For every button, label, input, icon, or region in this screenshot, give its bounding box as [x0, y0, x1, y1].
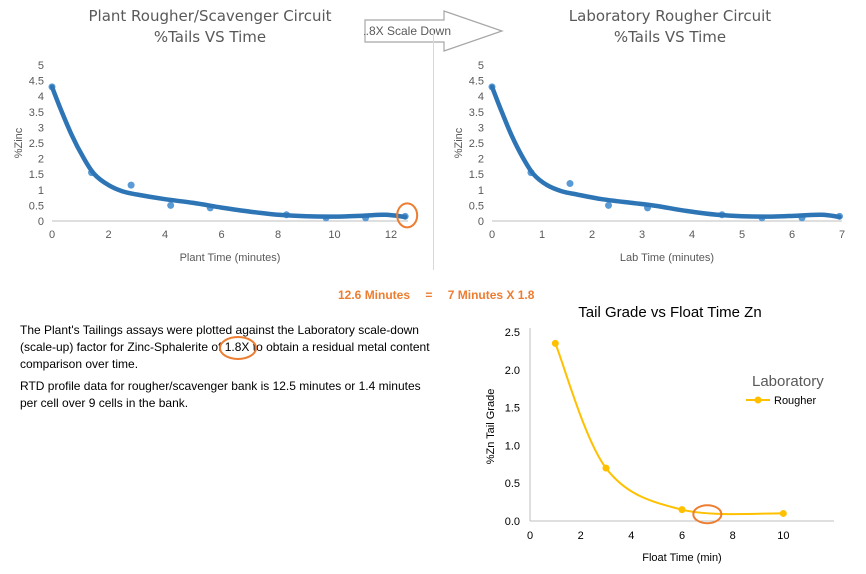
tailgrade-series-line: [554, 342, 784, 516]
tailgrade-y-tick-label: 1.5: [505, 403, 520, 415]
lab-chart-title: Laboratory Rougher Circuit %Tails VS Tim…: [540, 6, 800, 48]
plant-chart-x-tick-label: 2: [105, 229, 111, 241]
plant-chart-x-tick-label: 10: [328, 229, 340, 241]
equation-eq: =: [425, 288, 433, 302]
paragraph-scale-factor-a: The Plant's Tailings assays were plotted…: [20, 323, 419, 354]
paragraph-scale-factor: The Plant's Tailings assays were plotted…: [20, 322, 440, 373]
lab-chart-y-axis-label: %Zinc: [453, 127, 465, 158]
lab-chart-y-tick-label: 3: [478, 122, 484, 134]
plant-chart-y-tick-label: 2: [38, 154, 44, 166]
lab-chart-y-tick-label: 5: [478, 60, 484, 72]
lab-chart-x-tick-label: 7: [839, 229, 845, 241]
plant-chart-y-tick-label: 4.5: [29, 76, 44, 88]
tailgrade-y-axis-label: %Zn Tail Grade: [485, 389, 497, 465]
plant-chart-y-tick-label: 5: [38, 60, 44, 72]
equation-left: 12.6 Minutes: [338, 288, 411, 302]
divider: [433, 30, 434, 270]
plant-chart-title-line2: %Tails VS Time: [153, 28, 267, 46]
lab-chart-x-tick-label: 2: [589, 229, 595, 241]
paragraph-rtd: RTD profile data for rougher/scavenger b…: [20, 379, 421, 410]
tailgrade-x-tick-label: 4: [628, 530, 634, 542]
lab-chart-x-tick-label: 3: [639, 229, 645, 241]
lab-chart-y-tick-label: 2: [478, 154, 484, 166]
plant-chart-data-point: [127, 181, 135, 189]
plant-chart-title: Plant Rougher/Scavenger Circuit %Tails V…: [80, 6, 340, 48]
lab-chart-x-axis-label: Lab Time (minutes): [620, 252, 714, 264]
tailgrade-x-tick-label: 0: [527, 530, 533, 542]
scale-factor-highlight: 1.8X: [218, 336, 257, 360]
scale-factor-circle: [218, 336, 257, 360]
lab-chart-y-tick-label: 2.5: [469, 138, 484, 150]
tailgrade-x-tick-label: 2: [578, 530, 584, 542]
tailgrade-y-tick-label: 1.0: [505, 440, 520, 452]
plant-chart-y-tick-label: 3.5: [29, 107, 44, 119]
plant-chart-trend-line: [49, 84, 408, 220]
tailgrade-y-tick-label: 2.5: [505, 327, 520, 339]
plant-chart-y-tick-label: 0: [38, 216, 44, 228]
lab-chart-data-point: [605, 201, 612, 209]
plant-chart-x-tick-label: 6: [218, 229, 224, 241]
tailgrade-chart-title: Tail Grade vs Float Time Zn: [578, 304, 762, 321]
plant-chart-y-tick-label: 0.5: [29, 200, 44, 212]
lab-chart-data-point: [566, 180, 574, 188]
plant-chart-x-tick-label: 8: [275, 229, 281, 241]
plant-chart-x-tick-label: 4: [162, 229, 168, 241]
lab-chart-y-tick-label: 0: [478, 216, 484, 228]
tailgrade-x-axis-label: Float Time (min): [642, 552, 721, 564]
scale-down-arrow-label: 1.8X Scale Down: [364, 24, 451, 38]
plant-chart-y-axis-label: %Zinc: [13, 127, 25, 158]
equation-right: 7 Minutes X 1.8: [447, 288, 535, 302]
lab-chart: 0 0.5 1 1.5 2 2.5 3 3.5 4 4.5 5 0 1 2 3 4 5 6 7 Lab Time (m…: [453, 60, 845, 264]
lab-chart-x-tick-label: 4: [689, 229, 695, 241]
tailgrade-y-tick-label: 0.0: [505, 516, 520, 528]
lab-chart-title-line2: %Tails VS Time: [613, 28, 727, 46]
tailgrade-data-point: [551, 339, 559, 347]
lab-chart-title-line1: Laboratory Rougher Circuit: [568, 7, 772, 25]
plant-chart-x-tick-label: 0: [49, 229, 55, 241]
lab-chart-y-tick-label: 1.5: [469, 169, 484, 181]
scale-factor-value: 1.8X: [224, 340, 250, 354]
lab-chart-x-tick-label: 6: [789, 229, 795, 241]
tailgrade-data-point: [779, 509, 787, 517]
tailgrade-chart: 0.0 0.5 1.0 1.5 2.0 2.5 0 2 4 6 8 10 Float Time (min…: [485, 327, 834, 564]
plant-chart-x-axis-label: Plant Time (minutes): [180, 252, 281, 264]
tailgrade-data-point: [678, 506, 686, 514]
plant-chart-highlight-circle: [396, 202, 419, 229]
tailgrade-x-tick-label: 10: [777, 530, 789, 542]
lab-chart-x-tick-label: 5: [739, 229, 745, 241]
plant-chart-y-tick-label: 3: [38, 122, 44, 134]
tailgrade-data-point: [602, 464, 610, 472]
scale-down-arrow: 1.8X Scale Down: [364, 10, 504, 52]
tailgrade-y-tick-label: 0.5: [505, 478, 520, 490]
plant-chart-x-tick-label: 12: [385, 229, 397, 241]
lab-chart-x-tick-label: 1: [539, 229, 545, 241]
lab-chart-y-tick-label: 1: [478, 185, 484, 197]
plant-chart-y-tick-label: 2.5: [29, 138, 44, 150]
paragraph-scale-factor-b: to obtain a residual metal content compa…: [20, 340, 430, 371]
lab-chart-y-tick-label: 0.5: [469, 200, 484, 212]
lab-chart-x-tick-label: 0: [489, 229, 495, 241]
lab-chart-trend-line: [489, 84, 842, 220]
lab-chart-y-tick-label: 4.5: [469, 76, 484, 88]
plant-chart-title-line1: Plant Rougher/Scavenger Circuit: [88, 7, 332, 25]
plant-chart-y-tick-label: 1.5: [29, 169, 44, 181]
tailgrade-highlight-circle: [692, 504, 723, 525]
plant-chart-data-point: [167, 201, 175, 209]
tailgrade-legend-title: Laboratory: [752, 373, 824, 390]
tailgrade-legend-label: Rougher: [774, 395, 817, 407]
tailgrade-legend-marker: [754, 396, 762, 404]
lab-chart-y-tick-label: 4: [478, 91, 484, 103]
tailgrade-x-tick-label: 8: [730, 530, 736, 542]
tailgrade-x-tick-label: 6: [679, 530, 685, 542]
tailgrade-y-tick-label: 2.0: [505, 365, 520, 377]
plant-chart: 0 0.5 1 1.5 2 2.5 3 3.5 4 4.5 5 0 2 4 6 8 10 12 Plant Time…: [13, 60, 419, 264]
plant-chart-y-tick-label: 1: [38, 185, 44, 197]
plant-chart-y-tick-label: 4: [38, 91, 44, 103]
scale-equation: 12.6 Minutes = 7 Minutes X 1.8: [338, 288, 534, 302]
lab-chart-y-tick-label: 3.5: [469, 107, 484, 119]
